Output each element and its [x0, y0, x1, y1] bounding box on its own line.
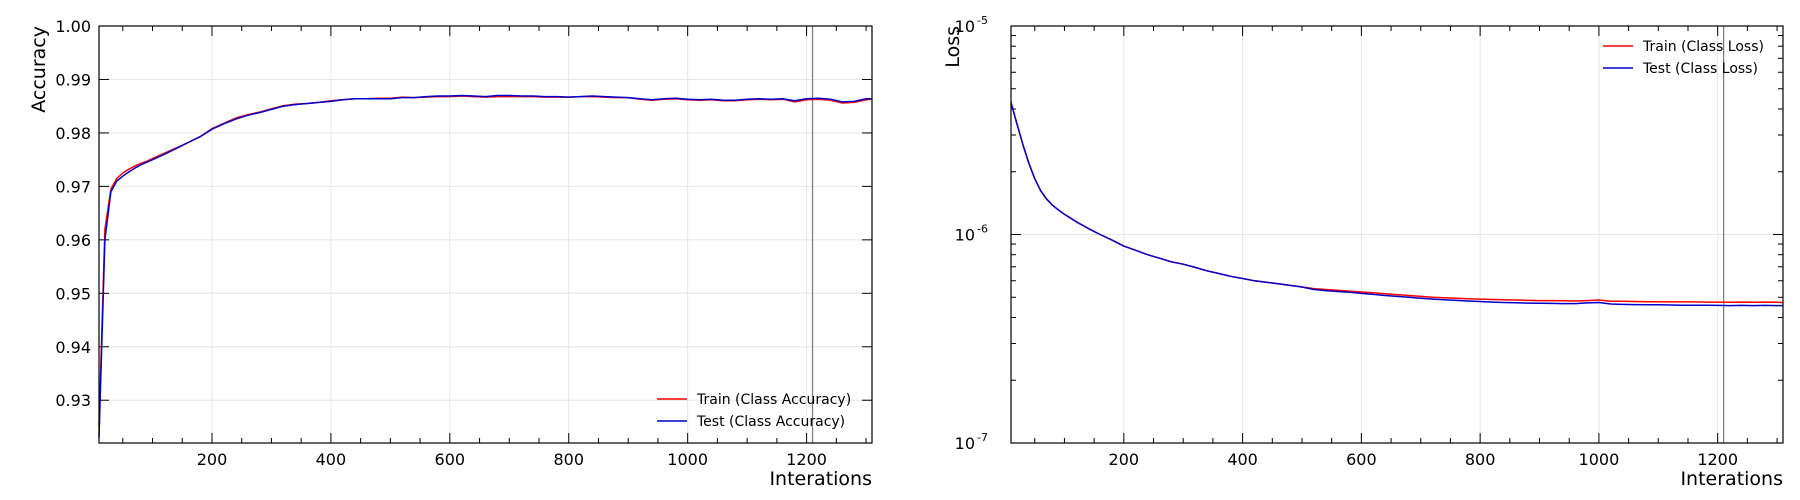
legend-label: Test (Class Loss) — [1642, 61, 1758, 77]
legend-label: Train (Class Loss) — [1642, 39, 1764, 55]
series-line-train — [98, 95, 873, 428]
series-line-test — [1010, 102, 1783, 307]
x-axis-label: Interations — [769, 468, 872, 490]
y-tick-exponent: -5 — [977, 14, 988, 27]
y-axis-label: Accuracy — [28, 26, 50, 113]
y-axis-label: Loss — [942, 26, 964, 68]
x-tick-label: 1200 — [1697, 450, 1738, 469]
x-tick-label: 600 — [1346, 450, 1377, 469]
x-tick-label: 400 — [1227, 450, 1258, 469]
x-tick-label: 800 — [1465, 450, 1496, 469]
series-line-train — [1010, 102, 1784, 304]
x-tick-label: 400 — [316, 450, 347, 469]
y-tick-exponent: -6 — [977, 223, 988, 236]
y-tick-label: 0.94 — [55, 338, 91, 357]
x-tick-label: 1200 — [786, 450, 827, 469]
x-tick-label: 200 — [197, 450, 228, 469]
y-tick-label: 0.93 — [55, 391, 91, 410]
series-line-test — [98, 94, 872, 438]
y-tick-label: 0.95 — [55, 284, 91, 303]
y-tick-exponent: -7 — [977, 431, 988, 444]
x-tick-label: 800 — [553, 450, 584, 469]
legend-label: Test (Class Accuracy) — [696, 414, 845, 430]
y-tick-label: 0.96 — [55, 231, 91, 250]
legend-label: Train (Class Accuracy) — [696, 392, 851, 408]
y-tick-label: 10 — [955, 434, 975, 453]
x-axis-label: Interations — [1680, 468, 1783, 490]
y-tick-label: 0.99 — [55, 70, 91, 89]
x-tick-label: 200 — [1109, 450, 1140, 469]
chart-panel-1: 200 400 600 800 1000 1200 0.93 0.94 0.95 0.96 0.97… — [28, 17, 873, 490]
y-tick-label: 0.98 — [55, 124, 91, 143]
y-tick-label: 1.00 — [55, 17, 91, 36]
plot-frame — [98, 25, 873, 444]
y-tick-label: 10 — [955, 226, 975, 245]
x-tick-label: 1000 — [667, 450, 708, 469]
plot-frame — [1010, 25, 1784, 444]
x-tick-label: 1000 — [1579, 450, 1620, 469]
y-tick-label: 10 — [955, 17, 975, 36]
y-tick-label: 0.97 — [55, 177, 91, 196]
x-tick-label: 600 — [435, 450, 466, 469]
